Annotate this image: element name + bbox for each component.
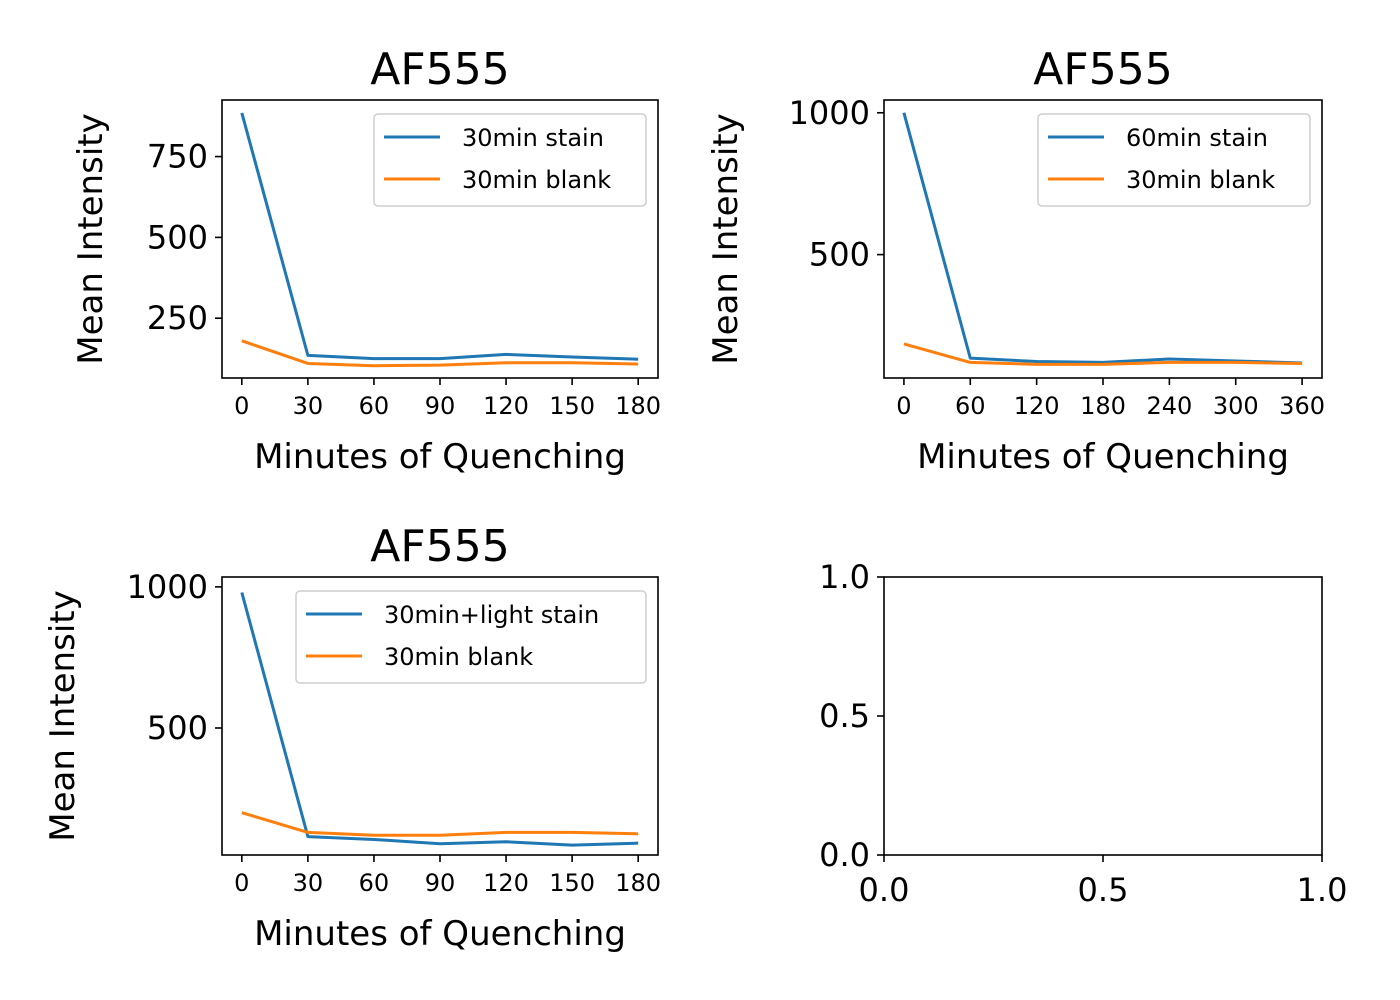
subplot-grid: AF555 0 30 60 90 120 150 180 250 500 750 Minutes of… bbox=[43, 44, 1347, 954]
legend-box bbox=[295, 590, 647, 684]
subplot-4: 0.0 0.5 1.0 0.0 0.5 1.0 bbox=[819, 558, 1347, 909]
x-tick-label: 0 bbox=[234, 392, 249, 420]
y-tick-label: 750 bbox=[147, 138, 208, 176]
y-axis-label: Mean Intensity bbox=[43, 590, 83, 841]
subplot-3: AF555 0 30 60 90 120 150 180 500 1000 Minutes of Q… bbox=[43, 521, 661, 954]
subplot-title: AF555 bbox=[1033, 44, 1172, 95]
x-tick-label: 150 bbox=[549, 869, 595, 897]
x-tick-label: 120 bbox=[483, 392, 529, 420]
x-tick-label: 120 bbox=[1014, 392, 1060, 420]
x-tick-label: 60 bbox=[359, 869, 390, 897]
x-tick-label: 240 bbox=[1146, 392, 1192, 420]
legend-label: 30min blank bbox=[384, 643, 533, 671]
series-line-1 bbox=[240, 592, 639, 847]
legend-box bbox=[1037, 113, 1311, 207]
y-axis-label: Mean Intensity bbox=[706, 113, 746, 364]
x-tick-label: 300 bbox=[1213, 392, 1259, 420]
legend-box bbox=[373, 113, 647, 207]
x-tick-label: 60 bbox=[955, 392, 986, 420]
y-tick-label: 500 bbox=[147, 218, 208, 256]
subplot-title: AF555 bbox=[370, 44, 509, 95]
subplot-title: AF555 bbox=[370, 521, 509, 572]
x-tick-label: 180 bbox=[615, 869, 661, 897]
x-tick-label: 0 bbox=[234, 869, 249, 897]
legend-label: 60min stain bbox=[1126, 124, 1268, 152]
x-tick-label: 150 bbox=[549, 392, 595, 420]
legend-label: 30min+light stain bbox=[384, 601, 599, 629]
y-tick-label: 1.0 bbox=[819, 558, 870, 596]
x-tick-label: 30 bbox=[293, 392, 324, 420]
axes-frame bbox=[883, 576, 1323, 856]
y-tick-label: 0.5 bbox=[819, 697, 870, 735]
series-line-2 bbox=[241, 339, 639, 368]
x-tick-label: 1.0 bbox=[1297, 871, 1348, 909]
y-tick-label: 1000 bbox=[789, 94, 870, 132]
x-tick-label: 0 bbox=[896, 392, 911, 420]
legend: 30min stain 30min blank bbox=[373, 113, 647, 207]
series-line-1 bbox=[240, 112, 639, 361]
legend-label: 30min blank bbox=[1126, 166, 1275, 194]
x-tick-label: 120 bbox=[483, 869, 529, 897]
x-axis-label: Minutes of Quenching bbox=[254, 437, 626, 477]
x-tick-label: 180 bbox=[615, 392, 661, 420]
x-axis-label: Minutes of Quenching bbox=[917, 437, 1289, 477]
legend: 60min stain 30min blank bbox=[1037, 113, 1311, 207]
x-tick-label: 360 bbox=[1279, 392, 1325, 420]
x-axis-label: Minutes of Quenching bbox=[254, 914, 626, 954]
y-tick-label: 0.0 bbox=[819, 836, 870, 874]
subplot-2: AF555 0 60 120 180 240 300 360 500 1000 Minutes of… bbox=[706, 44, 1325, 477]
legend-label: 30min blank bbox=[462, 166, 611, 194]
y-tick-label: 1000 bbox=[127, 568, 208, 606]
axes-frame bbox=[883, 99, 1323, 379]
legend: 30min+light stain 30min blank bbox=[295, 590, 647, 684]
series-line-2 bbox=[241, 811, 639, 837]
y-tick-label: 500 bbox=[809, 236, 870, 274]
x-tick-label: 90 bbox=[425, 392, 456, 420]
legend-label: 30min stain bbox=[462, 124, 604, 152]
y-tick-label: 500 bbox=[147, 709, 208, 747]
subplot-1: AF555 0 30 60 90 120 150 180 250 500 750 Minutes of… bbox=[71, 44, 661, 477]
x-tick-label: 60 bbox=[359, 392, 390, 420]
x-tick-label: 180 bbox=[1080, 392, 1126, 420]
x-tick-label: 30 bbox=[293, 869, 324, 897]
x-tick-label: 90 bbox=[425, 869, 456, 897]
x-tick-label: 0.0 bbox=[859, 871, 910, 909]
axes-frame bbox=[221, 99, 659, 379]
axes-frame bbox=[221, 576, 659, 856]
y-axis-label: Mean Intensity bbox=[71, 113, 111, 364]
series-line-2 bbox=[903, 342, 1303, 366]
x-tick-label: 0.5 bbox=[1078, 871, 1129, 909]
y-tick-label: 250 bbox=[147, 299, 208, 337]
